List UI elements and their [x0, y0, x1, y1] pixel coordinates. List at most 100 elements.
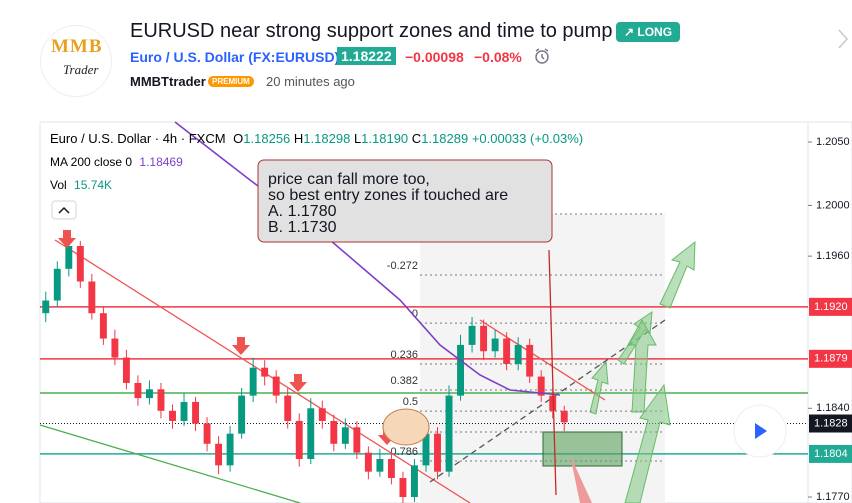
up-arrow [589, 360, 609, 415]
h-label: H [294, 131, 303, 146]
h-value: 1.18298 [303, 131, 350, 146]
candle-body [134, 382, 142, 399]
candle-body [180, 401, 188, 421]
c-label: C [412, 131, 421, 146]
fib-label: 0.236 [390, 349, 418, 361]
pointer-line [548, 249, 557, 496]
y-tick-label: 1.1960 [816, 250, 850, 262]
vol-legend: Vol 15.74K [50, 178, 112, 192]
up-arrow [659, 240, 696, 309]
annotation-box [257, 159, 553, 243]
candle-body [491, 338, 499, 352]
up-arrow [624, 383, 671, 503]
candle-body [76, 245, 84, 282]
down-arrow [570, 455, 592, 503]
highlight [382, 408, 430, 446]
channel-line [479, 319, 606, 401]
candle-body [122, 357, 130, 383]
symbol-link[interactable]: Euro / U.S. Dollar (FX:EURUSD) [130, 49, 340, 65]
candle-body [399, 478, 407, 498]
candle-body [364, 452, 372, 472]
y-tick-label: 1.1770 [816, 491, 850, 503]
candle-body [330, 420, 338, 444]
candle-body [468, 325, 476, 345]
annotation-line: price can fall more too, [268, 171, 430, 188]
candle-body [434, 433, 441, 472]
change-pct: −0.08% [474, 49, 522, 65]
candle-body [526, 344, 534, 377]
candle-body [238, 395, 246, 434]
candle-body [503, 338, 511, 364]
candle-body [537, 376, 545, 396]
y-tick-label: 1.2000 [816, 199, 850, 211]
candle-body [215, 443, 223, 466]
candle-body [295, 420, 303, 460]
signal-arrow [232, 337, 250, 355]
long-badge: ↗ LONG [616, 22, 681, 42]
candle-body [560, 410, 568, 423]
price-marker-label: 1.1879 [814, 353, 848, 365]
candle-body [422, 433, 430, 466]
ma-label: MA 200 close 0 [50, 155, 132, 169]
logo: MMB Trader [40, 25, 112, 97]
candle-body [42, 300, 50, 314]
annotation-line: A. 1.1780 [268, 203, 337, 220]
logo-bottom: Trader [63, 62, 99, 77]
candle-body [157, 389, 165, 411]
l-label: L [354, 131, 361, 146]
candle-body [99, 313, 107, 339]
dashed-line [429, 319, 666, 483]
o-label: O [233, 131, 243, 146]
candle-body [111, 338, 119, 358]
c-value: 1.18289 [421, 131, 468, 146]
fib-label: 0.5 [403, 396, 418, 408]
vol-label: Vol [50, 178, 67, 192]
candle-body [88, 281, 96, 314]
idea-header: MMB Trader EURUSD near strong support zo… [0, 0, 852, 118]
candle-body [549, 395, 557, 411]
signal-arrow [58, 230, 76, 248]
candle-body [203, 423, 211, 444]
badge-text: LONG [637, 25, 673, 39]
candle-body [353, 427, 361, 453]
idea-title[interactable]: EURUSD near strong support zones and tim… [130, 20, 613, 42]
logo-top: MMB [51, 36, 103, 57]
candle-body [249, 367, 257, 396]
up-arrow [627, 318, 657, 413]
entry-zone [542, 431, 623, 467]
annotation-line: B. 1.1730 [268, 219, 337, 236]
signal-arrow [289, 374, 307, 392]
fib-label: -0.272 [387, 260, 418, 272]
vol-value: 15.74K [74, 178, 112, 192]
change: −0.00098 [405, 49, 464, 65]
candle-body [341, 427, 349, 444]
price-marker-label: 1.1804 [814, 448, 848, 460]
collapse-button[interactable] [51, 200, 77, 220]
symbol: Euro / U.S. Dollar · 4h · FXCM [50, 131, 226, 146]
fib-label: 0.786 [390, 446, 418, 458]
candle-body [411, 465, 418, 498]
play-icon [755, 423, 767, 439]
price-marker-label: 1.1828 [814, 417, 848, 429]
alert-icon[interactable] [532, 46, 552, 66]
price-marker [809, 349, 852, 368]
y-tick-label: 1.1840 [816, 402, 850, 414]
fib-label: 0.382 [390, 375, 418, 387]
candle-body [146, 389, 153, 399]
candle-body [445, 395, 453, 472]
fib-label: 0 [412, 308, 418, 320]
candle-body [480, 325, 488, 352]
next-arrow[interactable] [836, 28, 850, 50]
candle-body [307, 408, 315, 460]
premium-badge: PREMIUM [208, 76, 254, 87]
candle-body [318, 408, 326, 421]
candle-body [226, 433, 234, 466]
candle-body [514, 344, 522, 364]
candle-body [376, 459, 384, 472]
author[interactable]: MMBTtrader [130, 74, 206, 89]
price-marker [809, 414, 852, 433]
candle-body [192, 401, 199, 424]
ma-legend: MA 200 close 0 1.18469 [50, 155, 183, 169]
o-value: 1.18256 [243, 131, 290, 146]
